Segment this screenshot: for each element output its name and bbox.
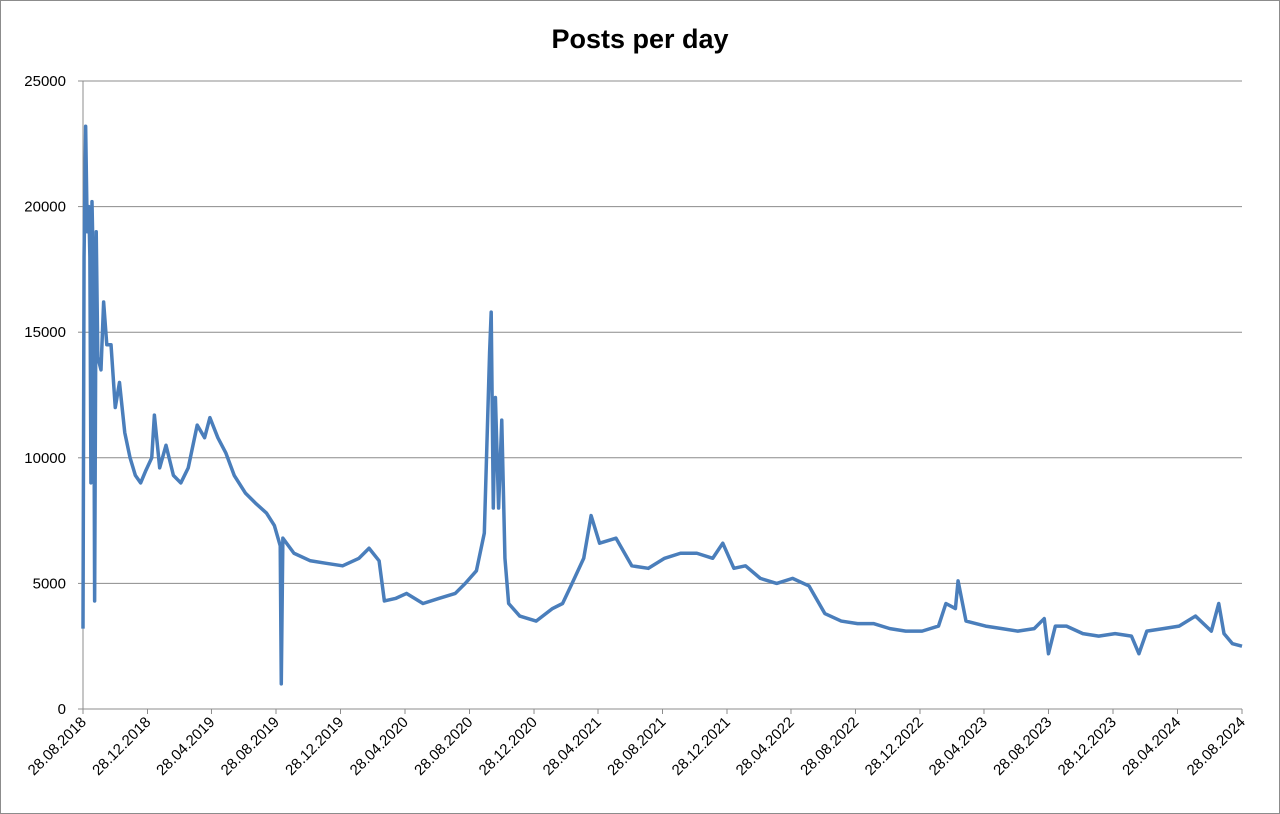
y-tick-label: 15000 <box>24 324 66 341</box>
data-line <box>81 124 1243 686</box>
chart-title: Posts per day <box>551 24 728 54</box>
y-tick-label: 0 <box>58 701 66 718</box>
y-tick-label: 10000 <box>24 450 66 467</box>
y-tick-label: 20000 <box>24 199 66 216</box>
y-tick-label: 5000 <box>33 575 66 592</box>
y-tick-label: 25000 <box>24 73 66 90</box>
